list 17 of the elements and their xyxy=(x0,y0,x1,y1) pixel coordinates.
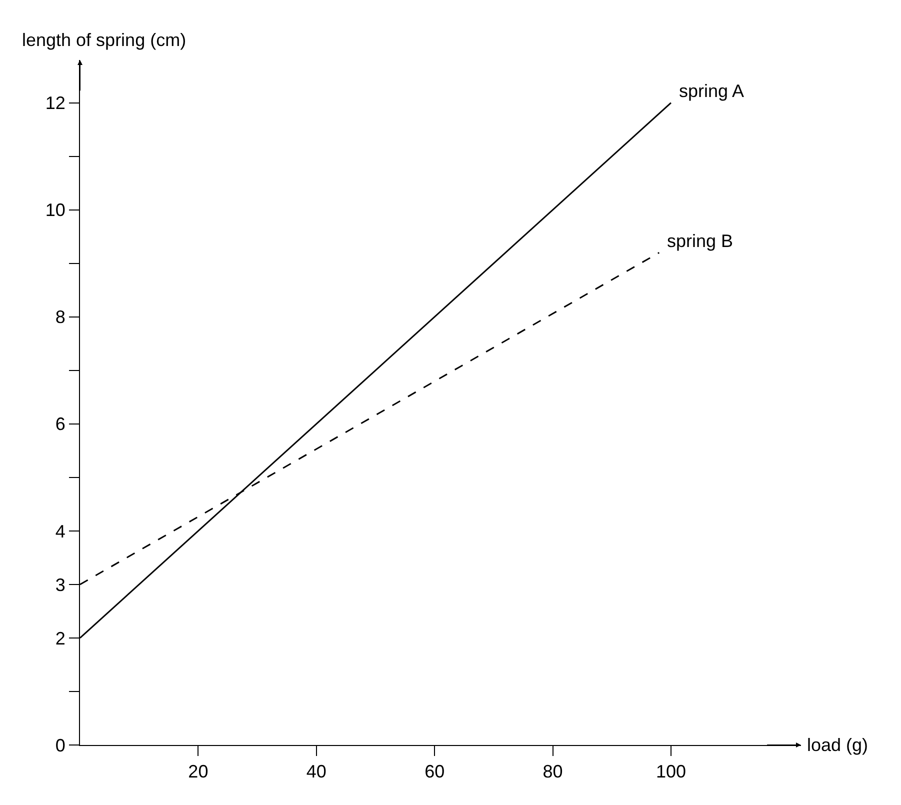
x-tick-label: 100 xyxy=(656,762,686,782)
y-tick-label: 10 xyxy=(45,200,66,220)
y-tick-label: 6 xyxy=(55,414,66,434)
x-axis-title: load (g) xyxy=(807,735,868,755)
x-tick-label: 60 xyxy=(424,762,445,782)
y-axis-title: length of spring (cm) xyxy=(22,30,186,50)
y-tick-label: 2 xyxy=(55,628,66,648)
y-tick-label: 4 xyxy=(55,521,66,542)
y-tick-label: 8 xyxy=(55,307,66,328)
series-label: spring B xyxy=(667,231,734,251)
y-tick-label: 0 xyxy=(55,735,66,756)
x-tick-label: 80 xyxy=(542,762,563,782)
y-tick-label: 3 xyxy=(55,574,66,595)
y-tick-label: 12 xyxy=(45,93,66,114)
x-tick-label: 20 xyxy=(188,762,208,782)
series-label: spring A xyxy=(679,81,744,101)
x-tick-label: 40 xyxy=(306,762,326,782)
